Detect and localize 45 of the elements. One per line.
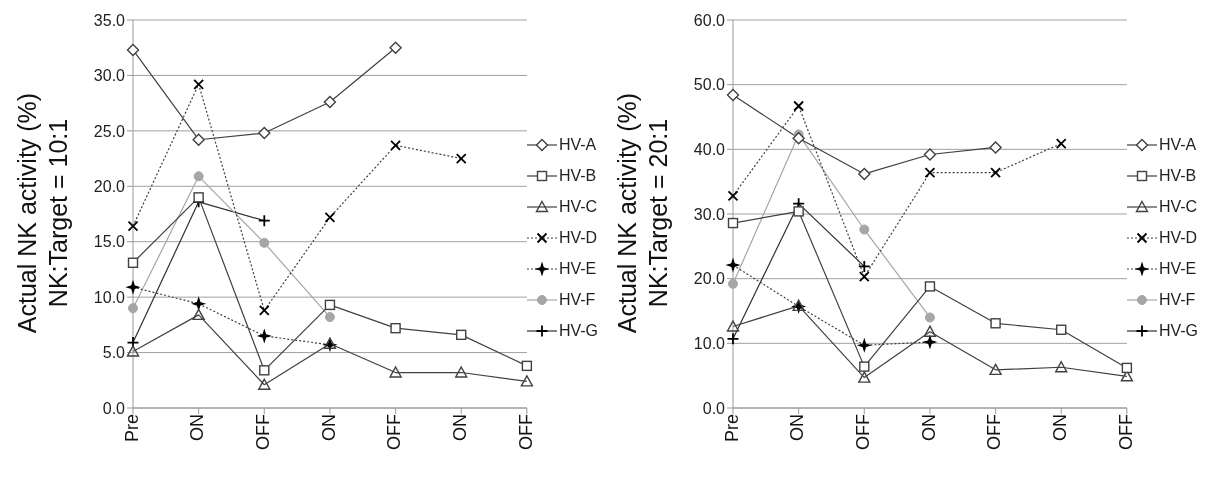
legend-label: HV-B	[558, 167, 597, 185]
legend-label: HV-D	[558, 229, 598, 247]
y-tick-label: 25.0	[93, 122, 126, 140]
y-tick-label: 60.0	[693, 11, 726, 29]
legend-label: HV-G	[558, 322, 598, 340]
x-tick-label: ON	[787, 414, 808, 441]
y-axis-title: Actual NK activity (%) NK:Target = 20:1	[612, 92, 673, 334]
x-tick-label: ON	[318, 414, 339, 441]
y-tick-label: 10.0	[693, 335, 726, 353]
x-tick-label: Pre	[721, 414, 742, 443]
y-tick-label: 35.0	[93, 11, 126, 29]
y-tick-label: 20.0	[93, 177, 126, 195]
legend-label: HV-E	[1158, 260, 1197, 278]
legend-label: HV-E	[558, 260, 597, 278]
x-tick-label: ON	[1050, 414, 1071, 441]
y-tick-label: 0.0	[702, 399, 726, 417]
y-tick-label: 0.0	[102, 399, 126, 417]
y-tick-label: 30.0	[693, 205, 726, 223]
x-tick-label: OFF	[853, 414, 874, 450]
x-tick-label: OFF	[515, 414, 536, 450]
y-tick-label: 10.0	[93, 288, 126, 306]
x-tick-label: OFF	[1115, 414, 1136, 450]
legend-label: HV-F	[558, 291, 596, 309]
legend-label: HV-B	[1158, 167, 1197, 185]
y-tick-label: 30.0	[93, 67, 126, 85]
x-tick-label: OFF	[384, 414, 405, 450]
legend-label: HV-A	[558, 136, 597, 154]
x-tick-label: ON	[918, 414, 939, 441]
x-tick-label: OFF	[984, 414, 1005, 450]
y-axis-title: Actual NK activity (%) NK:Target = 10:1	[12, 92, 73, 334]
y-tick-label: 15.0	[93, 233, 126, 251]
legend-label: HV-D	[1158, 229, 1198, 247]
legend-label: HV-C	[1158, 198, 1198, 216]
x-tick-label: ON	[187, 414, 208, 441]
y-tick-label: 40.0	[693, 141, 726, 159]
legend-label: HV-G	[1158, 322, 1198, 340]
y-tick-label: 50.0	[693, 76, 726, 94]
x-tick-label: Pre	[121, 414, 142, 443]
legend-label: HV-F	[1158, 291, 1196, 309]
x-tick-label: OFF	[253, 414, 274, 450]
x-tick-label: ON	[450, 414, 471, 441]
legend-label: HV-C	[558, 198, 598, 216]
legend-label: HV-A	[1158, 136, 1197, 154]
y-tick-label: 5.0	[102, 344, 126, 362]
y-tick-label: 20.0	[693, 270, 726, 288]
